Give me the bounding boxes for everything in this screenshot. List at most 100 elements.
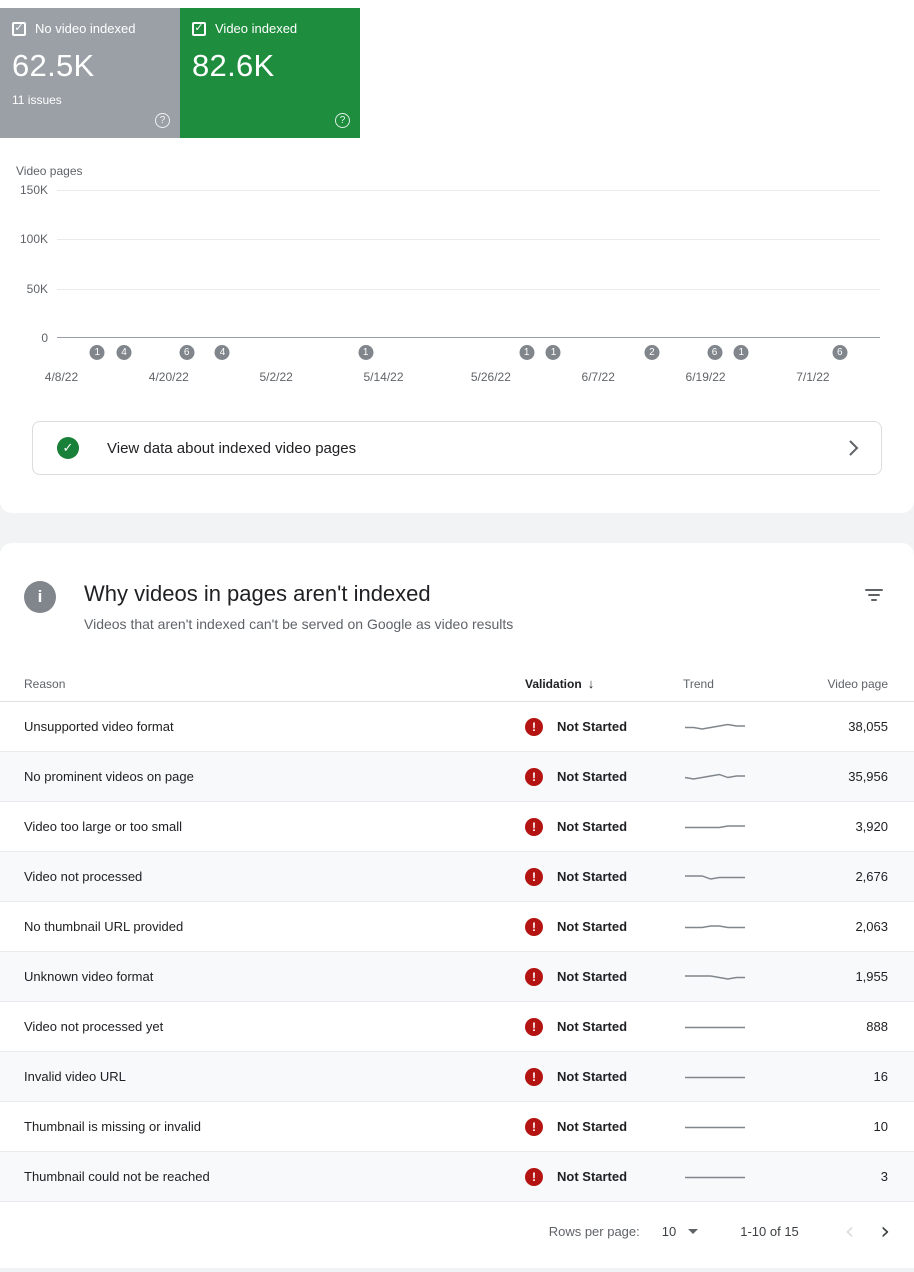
- error-exclamation-icon: !: [525, 917, 543, 936]
- validation-cell: ! Not Started: [525, 717, 683, 736]
- x-tick-label: 7/1/22: [796, 370, 830, 384]
- validation-status: Not Started: [557, 819, 628, 834]
- validation-status: Not Started: [557, 769, 628, 784]
- reason-cell: Unsupported video format: [24, 719, 174, 734]
- video-indexed-checkbox[interactable]: ✓: [192, 21, 206, 36]
- column-header-trend[interactable]: Trend: [683, 676, 714, 691]
- column-header-video-page[interactable]: Video page: [827, 676, 888, 691]
- help-icon[interactable]: ?: [155, 113, 170, 128]
- metric-card-no-video-indexed[interactable]: ✓ No video indexed 62.5K 11 issues ?: [0, 8, 180, 138]
- rows-per-page-select[interactable]: 10: [661, 1223, 699, 1239]
- x-tick-label: 6/7/22: [581, 370, 615, 384]
- table-body: Unsupported video format! Not Started 38,0…: [0, 702, 914, 1202]
- table-row[interactable]: Thumbnail is missing or invalid! Not Star…: [0, 1102, 914, 1152]
- trend-sparkline: [683, 966, 805, 988]
- annotation-badge[interactable]: 4: [214, 345, 230, 360]
- validation-status: Not Started: [557, 1019, 628, 1034]
- column-header-validation[interactable]: Validation ↓: [525, 676, 683, 691]
- reasons-header: i Why videos in pages aren't indexed Vid…: [0, 581, 914, 632]
- table-row[interactable]: Thumbnail could not be reached! Not Start…: [0, 1152, 914, 1202]
- help-icon[interactable]: ?: [335, 113, 350, 128]
- table-row[interactable]: No prominent videos on page! Not Started 3…: [0, 752, 914, 802]
- error-exclamation-icon: !: [525, 1167, 543, 1186]
- table-row[interactable]: Invalid video URL! Not Started 16: [0, 1052, 914, 1102]
- trend-sparkline: [683, 1166, 805, 1188]
- error-exclamation-icon: !: [525, 767, 543, 786]
- chevron-right-icon: [849, 440, 859, 456]
- metric-value: 82.6K: [192, 48, 275, 83]
- trend-sparkline: [683, 1066, 805, 1088]
- rows-per-page-value: 10: [661, 1223, 677, 1239]
- view-indexed-data-link[interactable]: ✓ View data about indexed video pages: [32, 421, 882, 475]
- table-row[interactable]: Video not processed yet! Not Started 888: [0, 1002, 914, 1052]
- annotation-badge[interactable]: 1: [733, 345, 749, 360]
- video-page-count: 3,920: [855, 819, 888, 834]
- annotation-badge[interactable]: 1: [89, 345, 105, 360]
- annotation-badge[interactable]: 1: [545, 345, 561, 360]
- gridline-50k: [57, 288, 880, 290]
- annotation-badge[interactable]: 6: [707, 345, 722, 360]
- next-page-button[interactable]: ›: [880, 1217, 890, 1245]
- validation-cell: ! Not Started: [525, 1167, 683, 1186]
- table-row[interactable]: No thumbnail URL provided! Not Started 2,0…: [0, 902, 914, 952]
- annotation-badge[interactable]: 6: [832, 345, 848, 360]
- table-row[interactable]: Unsupported video format! Not Started 38,0…: [0, 702, 914, 752]
- trend-sparkline: [683, 916, 805, 938]
- annotation-badge[interactable]: 1: [519, 345, 535, 360]
- video-page-count: 3: [880, 1169, 888, 1184]
- validation-status: Not Started: [557, 719, 628, 734]
- column-header-validation-label: Validation: [525, 676, 582, 691]
- error-exclamation-icon: !: [525, 717, 543, 736]
- reason-cell: No thumbnail URL provided: [24, 919, 184, 934]
- section-subtitle: Videos that aren't indexed can't be serv…: [84, 616, 514, 632]
- video-page-count: 35,956: [848, 769, 888, 784]
- validation-cell: ! Not Started: [525, 1017, 683, 1036]
- validation-status: Not Started: [557, 1169, 628, 1184]
- column-header-reason[interactable]: Reason: [24, 676, 66, 691]
- x-axis-labels: 4/8/22 4/20/22 5/2/22 5/14/22 5/26/22 6/7/22 6…: [45, 370, 880, 385]
- error-exclamation-icon: !: [525, 1067, 543, 1086]
- table-row[interactable]: Video not processed! Not Started 2,676: [0, 852, 914, 902]
- reason-cell: Thumbnail could not be reached: [24, 1169, 210, 1184]
- reason-cell: Unknown video format: [24, 969, 154, 984]
- validation-cell: ! Not Started: [525, 817, 683, 836]
- video-page-count: 16: [873, 1069, 888, 1084]
- sort-descending-icon: ↓: [587, 676, 595, 691]
- metric-label: Video indexed: [215, 21, 298, 36]
- dropdown-caret-icon: [688, 1228, 699, 1234]
- video-page-count: 2,676: [855, 869, 888, 884]
- pagination-range: 1-10 of 15: [740, 1223, 799, 1239]
- trend-sparkline: [683, 1116, 805, 1138]
- checkmark-icon: ✓: [14, 22, 24, 34]
- gridline-100k: [57, 239, 880, 241]
- metric-card-header: ✓ No video indexed: [12, 21, 168, 36]
- filter-icon[interactable]: [864, 589, 884, 601]
- validation-status: Not Started: [557, 1119, 628, 1134]
- annotation-badge[interactable]: 6: [179, 345, 195, 360]
- no-video-indexed-checkbox[interactable]: ✓: [12, 21, 26, 36]
- trend-sparkline: [683, 766, 805, 788]
- error-exclamation-icon: !: [525, 1117, 543, 1136]
- table-header: Reason Validation ↓ Trend Video page: [0, 666, 914, 702]
- table-row[interactable]: Video too large or too small! Not Started…: [0, 802, 914, 852]
- metric-card-header: ✓ Video indexed: [192, 21, 348, 36]
- y-tick-label: 50K: [26, 281, 48, 296]
- annotation-badge[interactable]: 1: [358, 345, 374, 360]
- error-exclamation-icon: !: [525, 817, 543, 836]
- annotation-badge[interactable]: 2: [644, 345, 660, 360]
- x-tick-label: 5/2/22: [259, 370, 293, 384]
- issues-count: 11 issues: [12, 93, 62, 107]
- metric-card-video-indexed[interactable]: ✓ Video indexed 82.6K ?: [180, 8, 360, 138]
- x-tick-label: 4/20/22: [148, 370, 189, 384]
- reason-cell: Thumbnail is missing or invalid: [24, 1119, 202, 1134]
- table-row[interactable]: Unknown video format! Not Started 1,955: [0, 952, 914, 1002]
- trend-sparkline: [683, 716, 805, 738]
- trend-sparkline: [683, 816, 805, 838]
- table-pagination: Rows per page: 10 1-10 of 15 ‹ ›: [0, 1202, 914, 1260]
- annotation-badge[interactable]: 4: [116, 345, 132, 360]
- validation-cell: ! Not Started: [525, 767, 683, 786]
- section-title: Why videos in pages aren't indexed: [84, 581, 431, 606]
- error-exclamation-icon: !: [525, 867, 543, 886]
